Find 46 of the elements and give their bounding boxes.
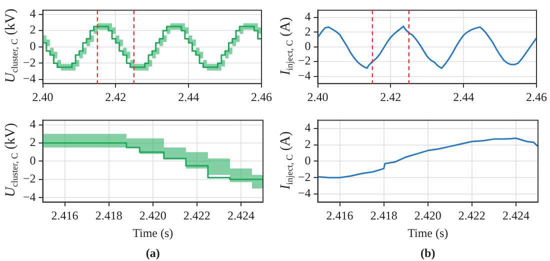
y-tick-label: −2 bbox=[298, 54, 311, 68]
y-tick-label: 2 bbox=[304, 136, 311, 151]
y-tick-label: −4 bbox=[298, 186, 311, 200]
y-axis-title: Iinject, C (A) bbox=[278, 16, 294, 76]
x-tick-label: 2.40 bbox=[32, 90, 54, 104]
x-tick-label: 2.424 bbox=[502, 208, 530, 223]
x-tick-label: 2.44 bbox=[178, 90, 200, 104]
x-tick-label: 2.418 bbox=[370, 208, 398, 223]
x-tick-label: 2.416 bbox=[326, 208, 354, 223]
x-tick-label: 2.422 bbox=[458, 208, 486, 223]
x-axis-title: Time (s) bbox=[132, 226, 174, 240]
x-tick-label: 2.46 bbox=[526, 90, 547, 104]
x-tick-label: 2.42 bbox=[380, 90, 402, 104]
x-tick-label: 2.44 bbox=[453, 90, 474, 104]
x-tick-label: 2.424 bbox=[227, 208, 254, 223]
y-axis-title: Ucluster, C (kV) bbox=[4, 122, 20, 198]
y-tick-label: 0 bbox=[304, 153, 311, 168]
x-tick-label: 2.422 bbox=[183, 208, 210, 223]
y-tick-label: 2 bbox=[30, 22, 36, 37]
text: (a) bbox=[146, 246, 160, 260]
text: (b) bbox=[420, 246, 436, 260]
y-tick-label: 4 bbox=[30, 116, 36, 131]
y-tick-label: 2 bbox=[30, 135, 36, 150]
y-tick-label: −4 bbox=[22, 72, 36, 86]
y-tick-label: 2 bbox=[304, 24, 311, 38]
y-tick-label: 4 bbox=[30, 6, 36, 20]
y-tick-label: −2 bbox=[298, 170, 311, 184]
x-tick-label: 2.420 bbox=[414, 208, 442, 223]
y-tick-label: −4 bbox=[298, 68, 311, 82]
y-tick-label: 0 bbox=[30, 153, 36, 168]
y-tick-label: −4 bbox=[22, 190, 36, 204]
y-tick-label: 4 bbox=[304, 120, 311, 135]
y-tick-label: 4 bbox=[304, 10, 311, 24]
x-tick-label: 2.46 bbox=[251, 90, 272, 104]
x-axis-title: Time (s) bbox=[408, 226, 448, 240]
x-tick-label: 2.420 bbox=[139, 208, 166, 223]
y-tick-label: −2 bbox=[22, 172, 36, 186]
x-tick-label: 2.40 bbox=[307, 90, 328, 104]
y-tick-label: 0 bbox=[304, 39, 311, 54]
x-tick-label: 2.418 bbox=[95, 208, 122, 223]
y-tick-label: −2 bbox=[22, 55, 36, 70]
y-axis-title: Iinject, C (A) bbox=[278, 131, 294, 190]
y-axis-title: Ucluster, C (kV) bbox=[4, 8, 20, 83]
x-tick-label: 2.42 bbox=[105, 90, 126, 104]
x-tick-label: 2.416 bbox=[51, 208, 78, 223]
y-tick-label: 0 bbox=[30, 39, 36, 54]
